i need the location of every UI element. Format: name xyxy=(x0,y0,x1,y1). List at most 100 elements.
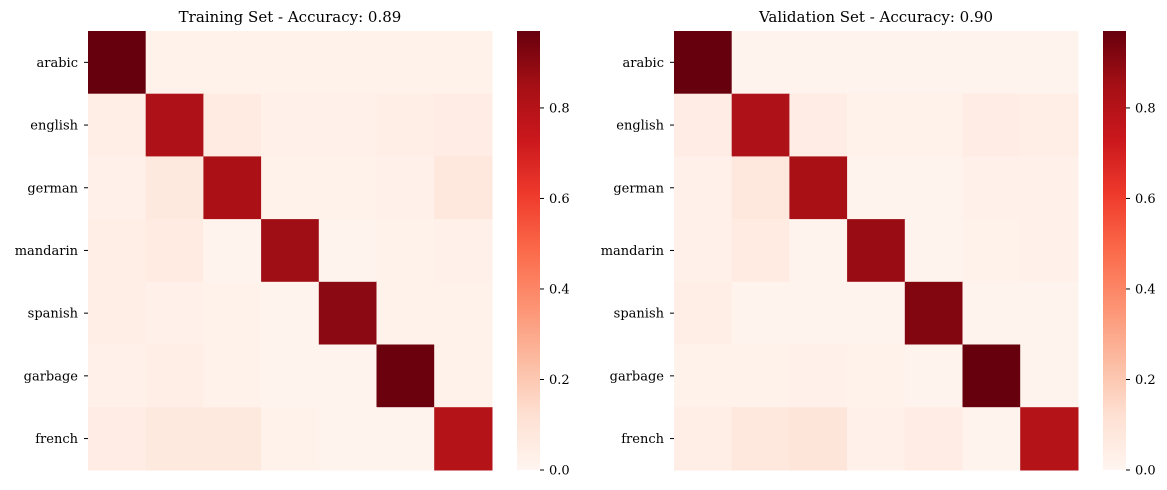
heatmap-cell xyxy=(261,407,320,471)
y-tick-label: spanish xyxy=(614,307,665,322)
heatmap-cell xyxy=(145,219,204,283)
heatmap-cell xyxy=(674,219,733,283)
heatmap-cell xyxy=(1020,156,1079,220)
heatmap-cell xyxy=(203,407,262,471)
heatmap-cell xyxy=(1020,281,1079,346)
heatmap-cell xyxy=(789,281,848,346)
heatmap-cell xyxy=(203,219,262,283)
heatmap-cell xyxy=(731,93,790,157)
heatmap-cell xyxy=(904,344,964,408)
heatmap-cell xyxy=(847,281,906,346)
heatmap-cell xyxy=(674,156,733,220)
colorbar-tick-label: 0.8 xyxy=(1135,101,1156,116)
heatmap-cell xyxy=(847,93,906,157)
heatmap-cell xyxy=(88,344,147,408)
heatmap-cell xyxy=(847,407,906,471)
heatmap-cell xyxy=(847,31,906,95)
heatmap-cell xyxy=(88,407,147,471)
heatmap-cell xyxy=(1020,93,1079,157)
y-tick-label: french xyxy=(621,432,664,447)
heatmap-cell xyxy=(145,31,204,95)
heatmap-cell xyxy=(318,156,378,220)
colorbar: 0.0 0.2 0.4 0.6 0.8 xyxy=(517,31,570,479)
heatmap-cell xyxy=(789,93,848,157)
heatmap-cell xyxy=(434,31,493,95)
y-tick-label: french xyxy=(35,432,78,447)
colorbar-gradient xyxy=(517,31,540,470)
heatmap-cell xyxy=(434,344,493,408)
heatmap-cell xyxy=(962,344,1021,408)
heatmap-cell xyxy=(203,156,262,220)
heatmap-cell xyxy=(731,156,790,220)
heatmap-cell xyxy=(962,407,1021,471)
colorbar-gradient xyxy=(1103,31,1126,470)
heatmap-cell xyxy=(789,156,848,220)
heatmap-cell xyxy=(962,281,1021,346)
heatmap-cell xyxy=(203,31,262,95)
heatmap-cell xyxy=(145,93,204,157)
heatmap-cell xyxy=(376,219,435,283)
heatmap-cell xyxy=(203,281,262,346)
heatmap-cell xyxy=(88,156,147,220)
colorbar-ticks: 0.0 0.2 0.4 0.6 0.8 xyxy=(1126,101,1156,479)
heatmap-cell xyxy=(731,31,790,95)
heatmap-cell xyxy=(434,156,493,220)
heatmap-cell xyxy=(731,344,790,408)
y-tick-labels: arabic english german mandarin spanish garbag… xyxy=(15,56,88,447)
heatmap-cell xyxy=(261,93,320,157)
heatmap-cell xyxy=(904,31,964,95)
y-tick-label: spanish xyxy=(28,307,79,322)
heatmap-panel-training: Training Set - Accuracy: 0.89 arabic engl… xyxy=(15,8,570,479)
heatmap-cell xyxy=(88,93,147,157)
colorbar-tick-label: 0.6 xyxy=(1135,192,1156,207)
heatmap-cell xyxy=(318,219,378,283)
heatmap-cell xyxy=(904,219,964,283)
heatmap-cell xyxy=(731,219,790,283)
heatmap-cell xyxy=(1020,31,1079,95)
heatmap-cell xyxy=(376,344,435,408)
y-tick-label: german xyxy=(613,181,664,196)
heatmap-cell xyxy=(962,156,1021,220)
colorbar-tick-label: 0.0 xyxy=(549,464,570,479)
heatmap-cell xyxy=(434,407,493,471)
heatmap-cell xyxy=(962,31,1021,95)
heatmap-cell xyxy=(904,407,964,471)
heatmap-cell xyxy=(318,407,378,471)
heatmap-cells xyxy=(674,31,1079,471)
heatmap-cell xyxy=(88,219,147,283)
heatmap-cell xyxy=(962,219,1021,283)
y-tick-label: mandarin xyxy=(601,244,665,259)
heatmap-cell xyxy=(261,281,320,346)
heatmap-cell xyxy=(261,156,320,220)
colorbar-tick-label: 0.2 xyxy=(1135,373,1156,388)
heatmap-cell xyxy=(376,93,435,157)
heatmap-cell xyxy=(318,281,378,346)
heatmap-cell xyxy=(962,93,1021,157)
colorbar-tick-label: 0.0 xyxy=(1135,464,1156,479)
heatmap-cell xyxy=(88,281,147,346)
heatmap-cell xyxy=(261,219,320,283)
y-tick-label: arabic xyxy=(623,56,664,71)
y-tick-label: german xyxy=(27,181,78,196)
heatmap-cell xyxy=(789,31,848,95)
colorbar-tick-label: 0.4 xyxy=(549,282,570,297)
heatmap-cell xyxy=(261,31,320,95)
heatmap-cell xyxy=(904,156,964,220)
heatmap-cell xyxy=(434,93,493,157)
heatmap-cell xyxy=(434,219,493,283)
chart-title: Validation Set - Accuracy: 0.90 xyxy=(758,8,993,26)
heatmap-cell xyxy=(203,93,262,157)
colorbar-ticks: 0.0 0.2 0.4 0.6 0.8 xyxy=(540,101,570,479)
chart-title: Training Set - Accuracy: 0.89 xyxy=(179,8,402,26)
y-tick-label: garbage xyxy=(610,369,665,384)
heatmap-cell xyxy=(789,344,848,408)
heatmap-cell xyxy=(674,93,733,157)
heatmap-cell xyxy=(674,344,733,408)
heatmap-cell xyxy=(731,281,790,346)
y-tick-label: english xyxy=(616,119,664,134)
y-tick-labels: arabic english german mandarin spanish garbag… xyxy=(601,56,674,447)
heatmap-cell xyxy=(318,93,378,157)
heatmap-cell xyxy=(731,407,790,471)
heatmap-cell xyxy=(904,281,964,346)
heatmap-cell xyxy=(376,31,435,95)
